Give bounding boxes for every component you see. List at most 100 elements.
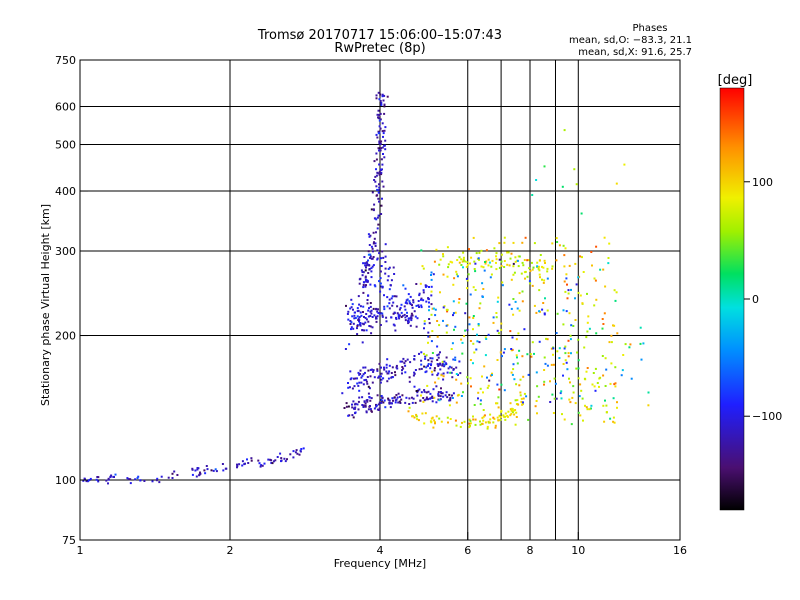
data-point (359, 322, 362, 325)
data-point (390, 376, 393, 379)
data-point (292, 456, 295, 459)
data-point (506, 415, 509, 418)
data-point (500, 410, 503, 413)
data-point (400, 311, 403, 314)
data-point (605, 411, 608, 414)
data-point (574, 297, 576, 300)
data-point (462, 258, 465, 261)
data-point (401, 314, 404, 317)
data-point (460, 258, 463, 261)
data-point (372, 242, 375, 245)
data-point (577, 377, 580, 380)
data-point (377, 91, 380, 94)
data-point (371, 316, 374, 318)
data-point (404, 401, 407, 404)
data-point (380, 147, 382, 150)
data-point (538, 259, 541, 262)
data-point (352, 416, 355, 419)
data-point (402, 357, 405, 360)
data-point (370, 397, 373, 400)
data-point (357, 384, 360, 387)
data-point (365, 279, 368, 282)
data-point (596, 382, 599, 384)
data-point (437, 356, 440, 359)
data-point (490, 265, 493, 268)
data-point (129, 478, 132, 481)
data-point (413, 372, 416, 375)
data-point (433, 419, 436, 422)
data-point (371, 247, 374, 250)
data-point (441, 364, 444, 367)
data-point (206, 468, 209, 471)
data-point (383, 366, 385, 369)
data-point (420, 351, 423, 354)
data-point (581, 397, 584, 400)
data-point (369, 305, 372, 308)
data-point (607, 262, 610, 265)
data-point (639, 342, 642, 345)
data-point (488, 261, 491, 264)
data-point (494, 424, 497, 427)
data-point (378, 125, 381, 128)
data-point (620, 374, 623, 377)
data-point (431, 395, 434, 398)
data-point (378, 140, 381, 143)
data-point (602, 323, 605, 325)
data-point (375, 307, 378, 310)
data-point (373, 203, 376, 206)
data-point (449, 260, 452, 263)
data-point (623, 163, 626, 166)
data-point (370, 267, 373, 270)
data-point (493, 247, 496, 250)
data-point (455, 424, 458, 427)
data-point (560, 397, 563, 400)
data-point (446, 371, 449, 374)
data-point (481, 296, 484, 298)
data-point (381, 312, 384, 315)
data-point (486, 425, 489, 428)
data-point (539, 254, 542, 256)
data-point (478, 251, 481, 254)
data-point (363, 256, 366, 258)
data-point (347, 405, 350, 408)
data-point (250, 459, 253, 462)
data-point (439, 395, 442, 398)
data-point (603, 420, 606, 423)
data-point (362, 405, 365, 408)
data-point (530, 355, 533, 358)
data-point (379, 149, 381, 152)
data-point (214, 468, 217, 471)
data-point (391, 402, 393, 405)
data-point (482, 419, 485, 422)
data-point (365, 411, 368, 414)
data-point (571, 396, 574, 399)
data-point (417, 304, 420, 307)
data-point (395, 394, 398, 396)
data-point (418, 388, 421, 391)
data-point (388, 370, 391, 373)
data-point (364, 317, 367, 319)
x-tick-label: 6 (464, 544, 471, 557)
data-point (430, 396, 433, 399)
data-point (422, 400, 425, 403)
data-point (394, 374, 397, 377)
data-point (378, 119, 381, 122)
data-point (436, 345, 439, 348)
data-point (387, 377, 390, 380)
data-point (454, 311, 457, 314)
data-point (487, 264, 490, 267)
data-point (468, 426, 471, 429)
data-point (496, 416, 499, 419)
data-point (136, 477, 139, 480)
data-point (371, 381, 374, 384)
data-point (551, 267, 554, 270)
data-point (484, 261, 486, 263)
data-point (438, 399, 441, 402)
data-point (472, 328, 474, 331)
data-point (458, 256, 461, 259)
data-point (549, 380, 551, 383)
data-point (552, 412, 555, 414)
data-point (579, 294, 582, 297)
data-point (442, 319, 444, 322)
